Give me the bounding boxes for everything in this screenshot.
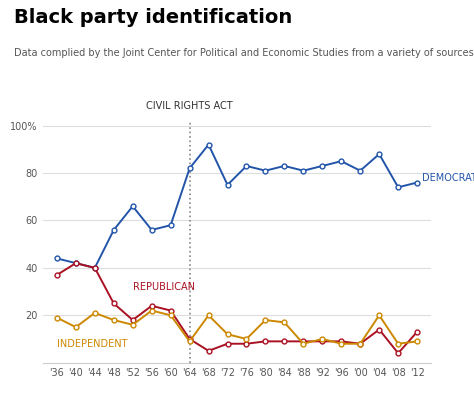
Text: REPUBLICAN: REPUBLICAN [133, 282, 195, 292]
Text: INDEPENDENT: INDEPENDENT [57, 339, 128, 349]
Text: DEMOCRAT: DEMOCRAT [422, 173, 474, 183]
Text: Black party identification: Black party identification [14, 8, 292, 27]
Text: CIVIL RIGHTS ACT: CIVIL RIGHTS ACT [146, 101, 233, 111]
Text: Data complied by the Joint Center for Political and Economic Studies from a vari: Data complied by the Joint Center for Po… [14, 48, 474, 58]
